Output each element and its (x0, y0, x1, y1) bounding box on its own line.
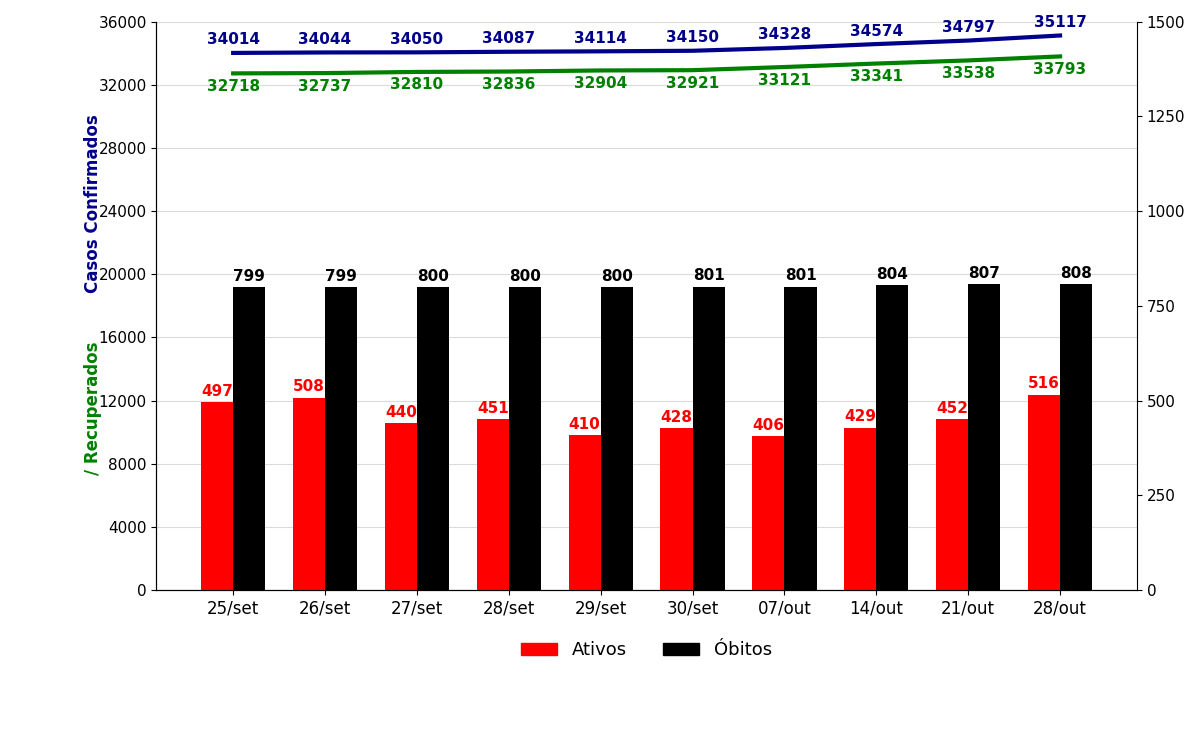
Text: 807: 807 (968, 266, 1000, 281)
Text: 32921: 32921 (666, 76, 719, 90)
Text: 32904: 32904 (574, 76, 628, 91)
Legend: Ativos, Óbitos: Ativos, Óbitos (514, 634, 779, 666)
Bar (325, 288, 358, 590)
Text: 32718: 32718 (206, 79, 259, 94)
Text: 801: 801 (785, 268, 816, 283)
Text: 34087: 34087 (482, 31, 535, 46)
Text: 33341: 33341 (850, 69, 902, 84)
Text: 452: 452 (936, 401, 968, 416)
Bar (876, 285, 908, 590)
Text: 35117: 35117 (1033, 15, 1086, 30)
Bar (202, 402, 233, 590)
Text: 406: 406 (752, 418, 785, 433)
Bar (385, 423, 416, 590)
Bar (293, 398, 325, 590)
Text: 497: 497 (202, 384, 233, 399)
Text: 800: 800 (418, 269, 449, 284)
Text: 410: 410 (569, 416, 600, 431)
Bar (692, 287, 725, 590)
Text: 34797: 34797 (942, 20, 995, 35)
Text: 32836: 32836 (482, 77, 535, 92)
Bar (569, 435, 601, 590)
Text: 801: 801 (692, 268, 725, 283)
Bar (601, 287, 632, 590)
Text: 34328: 34328 (758, 27, 811, 42)
Text: 34574: 34574 (850, 24, 902, 39)
Bar (785, 287, 816, 590)
Text: 508: 508 (293, 379, 325, 394)
Bar (752, 436, 785, 590)
Text: 32737: 32737 (299, 79, 352, 93)
Text: 451: 451 (476, 401, 509, 416)
Bar (844, 428, 876, 590)
Text: 33538: 33538 (942, 66, 995, 81)
Bar (509, 287, 541, 590)
Bar (476, 419, 509, 590)
Text: 799: 799 (233, 269, 265, 284)
Text: 34150: 34150 (666, 30, 719, 45)
Text: 33121: 33121 (758, 73, 811, 87)
Bar (416, 287, 449, 590)
Text: 34014: 34014 (206, 33, 259, 47)
Text: Casos Confirmados: Casos Confirmados (84, 114, 102, 293)
Text: 429: 429 (845, 409, 876, 425)
Text: / Recuperados: / Recuperados (84, 342, 102, 475)
Bar (936, 419, 968, 590)
Text: 428: 428 (660, 410, 692, 425)
Text: 808: 808 (1061, 266, 1092, 281)
Bar (1028, 394, 1060, 590)
Text: 800: 800 (509, 269, 541, 284)
Bar (968, 285, 1001, 590)
Text: 34044: 34044 (299, 32, 352, 47)
Text: 799: 799 (325, 269, 358, 284)
Text: 516: 516 (1028, 376, 1060, 391)
Text: 33793: 33793 (1033, 62, 1087, 77)
Text: 800: 800 (601, 269, 632, 284)
Text: 440: 440 (385, 405, 416, 420)
Bar (1060, 284, 1092, 590)
Text: 34114: 34114 (575, 31, 628, 46)
Text: 804: 804 (876, 268, 908, 282)
Bar (233, 288, 265, 590)
Text: 32810: 32810 (390, 78, 444, 93)
Bar (660, 428, 692, 590)
Text: 34050: 34050 (390, 32, 444, 47)
